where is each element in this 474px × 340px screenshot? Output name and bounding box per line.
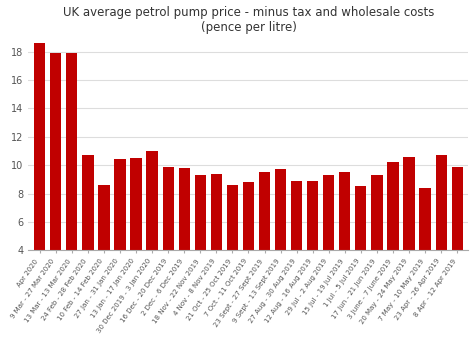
Bar <box>227 185 238 307</box>
Bar <box>436 155 447 307</box>
Bar <box>179 168 190 307</box>
Bar <box>323 175 334 307</box>
Bar <box>114 159 126 307</box>
Bar <box>243 182 254 307</box>
Bar <box>339 172 350 307</box>
Bar <box>146 151 158 307</box>
Bar <box>355 186 366 307</box>
Bar <box>50 53 62 307</box>
Bar <box>371 175 383 307</box>
Bar <box>82 155 93 307</box>
Bar <box>130 158 142 307</box>
Bar <box>34 43 46 307</box>
Bar <box>275 169 286 307</box>
Bar <box>452 167 463 307</box>
Bar <box>403 157 415 307</box>
Bar <box>211 174 222 307</box>
Bar <box>307 181 319 307</box>
Bar <box>195 175 206 307</box>
Bar <box>259 172 270 307</box>
Bar <box>98 185 109 307</box>
Bar <box>163 167 174 307</box>
Bar <box>66 53 77 307</box>
Title: UK average petrol pump price - minus tax and wholesale costs
(pence per litre): UK average petrol pump price - minus tax… <box>63 5 434 34</box>
Bar <box>419 188 431 307</box>
Bar <box>387 162 399 307</box>
Bar <box>291 181 302 307</box>
